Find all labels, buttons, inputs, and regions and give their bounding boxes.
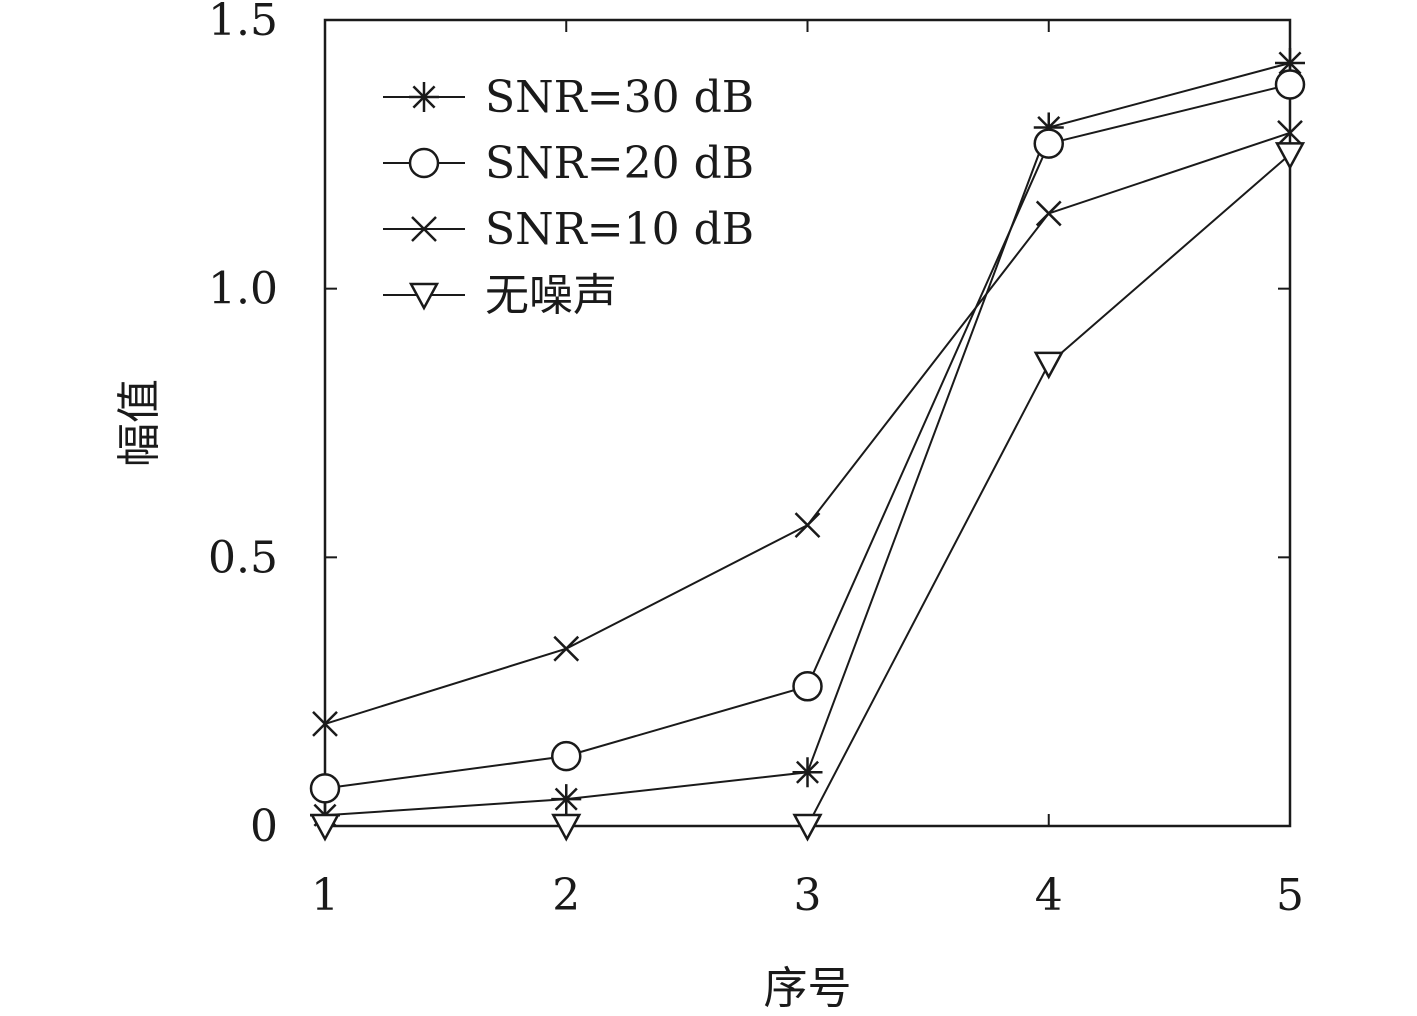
y-tick-label: 0.5: [208, 532, 278, 583]
asterisk-stroke: [412, 85, 436, 109]
circle-shape: [551, 740, 582, 772]
data-point: [553, 635, 580, 662]
data-point: [551, 784, 582, 815]
cross-stroke: [553, 635, 580, 662]
x-tick-label: 1: [311, 870, 339, 921]
data-point: [309, 773, 341, 804]
x-tick-label: 3: [794, 870, 822, 921]
triangle-shape: [1274, 142, 1306, 170]
legend-item: SNR=30 dB: [383, 72, 754, 123]
x-tick-label: 4: [1035, 870, 1063, 921]
legend-marker: [408, 147, 440, 179]
data-point: [1033, 351, 1064, 380]
x-axis-label: 序号: [764, 963, 852, 1014]
legend-marker: [408, 282, 440, 311]
series-line: [324, 131, 1291, 725]
legend-item: SNR=10 dB: [383, 204, 754, 255]
cross-stroke: [1277, 119, 1303, 146]
asterisk-stroke: [554, 787, 578, 811]
series-line: [324, 62, 1291, 817]
cross-stroke: [794, 512, 821, 538]
data-point: [792, 757, 823, 788]
data-point: [1274, 142, 1306, 170]
x-tick-label: 5: [1276, 870, 1304, 921]
legend: SNR=30 dB SNR=20 dB SNR=10 dB 无噪声: [383, 72, 754, 321]
series-group: [309, 47, 1306, 842]
circle-shape: [792, 671, 823, 702]
triangle-shape: [792, 813, 823, 842]
circle-shape: [309, 773, 341, 804]
data-point: [792, 813, 823, 842]
circle-shape: [1274, 69, 1306, 100]
series-line: [325, 153, 1291, 827]
legend-label: 无噪声: [485, 270, 617, 321]
legend-label: SNR=20 dB: [485, 138, 754, 189]
triangle-shape: [551, 813, 582, 842]
cross-stroke: [1035, 200, 1062, 227]
legend-item: 无噪声: [383, 270, 617, 321]
cross-stroke: [312, 711, 338, 737]
triangle-shape: [408, 282, 440, 311]
data-point: [1274, 69, 1306, 100]
axes: 1 2 3 4 5 0 0.5 1.0 1.5: [208, 0, 1304, 921]
legend-marker: [409, 82, 439, 112]
legend-marker: [411, 216, 437, 242]
data-point: [1033, 128, 1064, 159]
data-point: [551, 740, 582, 772]
series-2: [309, 69, 1306, 804]
triangle-shape: [309, 813, 341, 842]
circle-shape: [1033, 128, 1064, 159]
data-point: [1035, 200, 1062, 227]
triangle-shape: [1033, 351, 1064, 380]
legend-label: SNR=10 dB: [485, 204, 754, 255]
asterisk-stroke: [1278, 51, 1302, 75]
y-tick-label: 1.0: [208, 264, 278, 315]
series-3: [312, 119, 1303, 737]
cross-stroke: [411, 216, 437, 242]
y-axis-label: 幅值: [114, 379, 165, 467]
data-point: [794, 512, 821, 538]
y-tick-label: 1.5: [208, 0, 278, 46]
data-point: [551, 813, 582, 842]
legend-item: SNR=20 dB: [383, 138, 754, 189]
series-1: [310, 47, 1305, 831]
series-4: [309, 142, 1306, 842]
asterisk-stroke: [796, 760, 819, 784]
data-point: [792, 671, 823, 702]
y-tick-label: 0: [250, 801, 278, 852]
legend-label: SNR=30 dB: [485, 72, 754, 123]
data-point: [312, 711, 338, 737]
x-tick-label: 2: [552, 870, 580, 921]
plot-frame: [323, 18, 1292, 828]
circle-shape: [408, 147, 440, 179]
data-point: [309, 813, 341, 842]
data-point: [1277, 119, 1303, 146]
